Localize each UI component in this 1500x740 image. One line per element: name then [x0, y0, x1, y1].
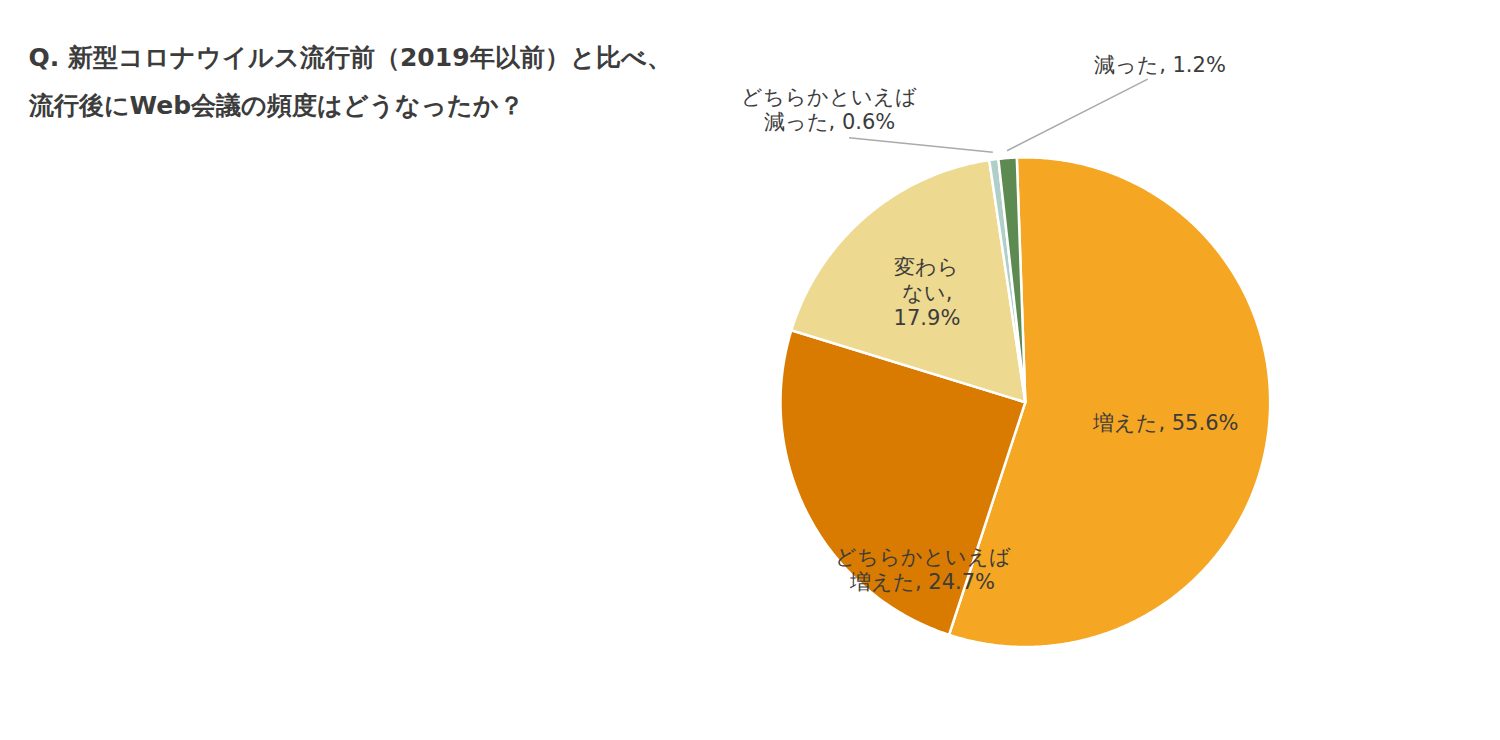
svg-text:どちらかといえば減った, 0.6%: どちらかといえば減った, 0.6%	[741, 85, 917, 134]
svg-text:変わらない,17.9%: 変わらない,17.9%	[894, 255, 961, 329]
svg-text:増えた, 55.6%: 増えた, 55.6%	[1092, 411, 1238, 435]
svg-text:Q. 新型コロナウイルス流行前（2019年以前）と比べ、流行: Q. 新型コロナウイルス流行前（2019年以前）と比べ、流行後にWeb会議の頻度…	[28, 43, 672, 120]
svg-text:どちらかといえば増えた, 24.7%: どちらかといえば増えた, 24.7%	[835, 545, 1011, 594]
svg-text:減った, 1.2%: 減った, 1.2%	[1094, 53, 1226, 77]
